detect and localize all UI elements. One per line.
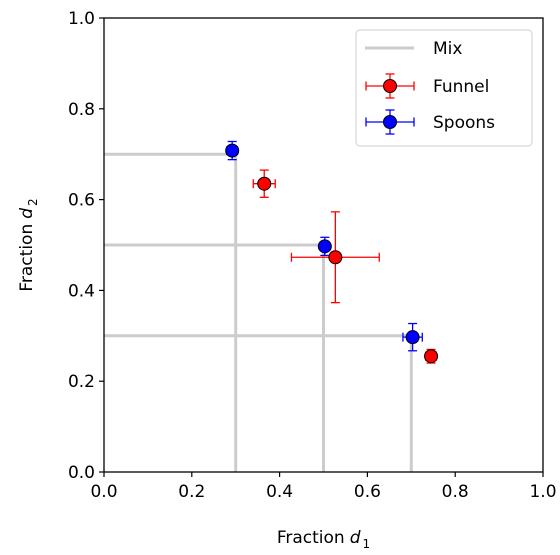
y-tick-label-1: 0.2 — [68, 372, 95, 392]
x-axis-label: Fraction d 1 — [277, 528, 370, 551]
spoons-point-2-marker — [405, 330, 420, 345]
legend-mix-label: Mix — [433, 39, 462, 59]
y-axis-label-subscript: 2 — [26, 198, 40, 206]
legend-spoons-marker — [365, 109, 415, 135]
legend: Mix Funnel Spoons — [355, 29, 533, 147]
mix-lines — [104, 152, 413, 472]
funnel-point-0-marker — [257, 176, 272, 191]
legend-spoons-label: Spoons — [433, 113, 495, 133]
x-axis-label-subscript: 1 — [363, 537, 371, 551]
y-tick-label-0: 0.0 — [68, 463, 95, 483]
legend-funnel-label: Funnel — [433, 77, 489, 97]
funnel-point-1-marker — [328, 250, 343, 265]
legend-spoons-marker-marker — [383, 115, 397, 129]
x-tick-label-0: 0.0 — [90, 482, 117, 502]
legend-box — [355, 29, 533, 147]
x-axis-label-symbol: d — [350, 528, 361, 548]
x-tick-label-5: 1.0 — [529, 482, 556, 502]
y-tick-label-2: 0.4 — [68, 281, 95, 301]
x-tick-label-4: 0.8 — [442, 482, 469, 502]
x-tick-label-1: 0.2 — [178, 482, 205, 502]
y-axis-label-text: Fraction — [17, 224, 37, 292]
legend-funnel-marker-marker — [383, 79, 397, 93]
y-tick-label-5: 1.0 — [68, 9, 95, 29]
y-tick-label-3: 0.6 — [68, 191, 95, 211]
spoons-point-1-marker — [317, 239, 332, 254]
legend-funnel-marker — [365, 73, 415, 99]
x-tick-label-3: 0.6 — [354, 482, 381, 502]
x-tick-label-2: 0.4 — [266, 482, 293, 502]
series-funnel — [252, 169, 439, 364]
y-axis-label: Fraction d 2 — [17, 198, 40, 291]
axis-ticks: 0.0 0.2 0.4 0.6 0.8 1.0 0.0 0.2 0.4 0.6 0.8 1.0 — [68, 9, 557, 502]
y-tick-label-4: 0.8 — [68, 100, 95, 120]
y-axis-label-symbol: d — [17, 208, 37, 219]
data-series — [225, 140, 439, 364]
x-axis-label-text: Fraction — [277, 528, 345, 548]
spoons-point-0-marker — [225, 143, 240, 158]
funnel-point-2-marker — [424, 349, 439, 364]
series-spoons — [225, 140, 423, 352]
plot-frame — [103, 17, 544, 473]
